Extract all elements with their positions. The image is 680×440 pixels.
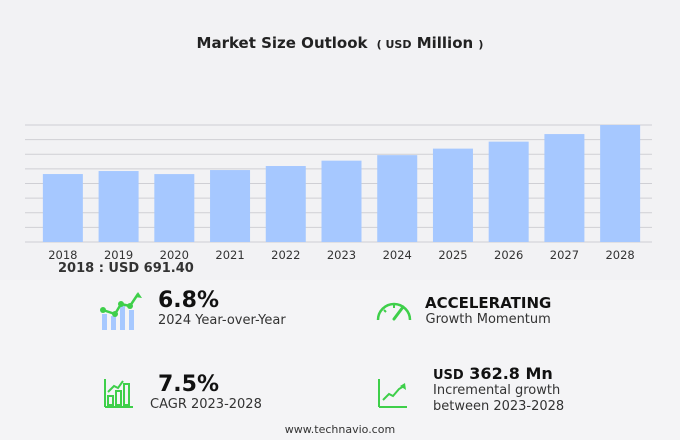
x-tick-label: 2026 [494,248,523,260]
bar-2021 [210,170,251,242]
cagr-value: 7.5% [158,372,220,397]
momentum-label: Growth Momentum [425,312,551,327]
bar-2028 [600,125,641,242]
bar-2019 [98,171,139,242]
kpi-panel: 6.8% 2024 Year-over-Year ACCELERATING Gr… [0,280,680,440]
bar-2018 [42,174,83,242]
base-year-value: 2018 : USD 691.40 [58,261,194,276]
yoy-value: 6.8% [158,288,220,313]
momentum-value: ACCELERATING [425,294,552,312]
bar-2025 [432,148,473,242]
x-tick-label: 2021 [215,248,244,260]
bar-2027 [544,134,585,242]
title-unit-word: Million [416,34,474,52]
bar-chart-growth-icon [104,379,133,408]
bar-chart: 2018 2019 2020 2021 2022 2023 2024 2025 2026 2027… [25,124,652,260]
bar-2022 [265,166,306,242]
yoy-label: 2024 Year-over-Year [158,313,286,328]
bar-2023 [321,160,362,242]
incremental-value: 362.8 Mn [469,364,553,383]
speedometer-icon [376,302,412,321]
title-main: Market Size Outlook [196,34,368,52]
x-tick-label: 2019 [104,248,133,260]
incremental-prefix: USD [433,368,464,383]
title-unit: ( USD [376,38,412,51]
x-tick-label: 2022 [271,248,300,260]
x-tick-label: 2018 [48,248,77,260]
incremental-label-2: between 2023-2028 [433,399,565,414]
footer-url[interactable]: www.technavio.com [284,423,396,436]
x-tick-label: 2023 [327,248,356,260]
x-tick-label: 2020 [160,248,189,260]
line-trend-icon [378,379,407,408]
bar-line-growth-icon [100,292,142,330]
bar-2026 [488,141,529,242]
incremental-label-1: Incremental growth [433,383,561,398]
bar-2020 [154,174,195,242]
x-tick-label: 2028 [605,248,634,260]
x-tick-label: 2024 [383,248,412,260]
x-tick-label: 2027 [550,248,579,260]
chart-title: Market Size Outlook ( USD Million ) [0,34,680,52]
x-tick-label: 2025 [438,248,467,260]
cagr-label: CAGR 2023-2028 [150,397,262,412]
title-close: ) [478,38,484,51]
bar-2024 [377,155,418,242]
